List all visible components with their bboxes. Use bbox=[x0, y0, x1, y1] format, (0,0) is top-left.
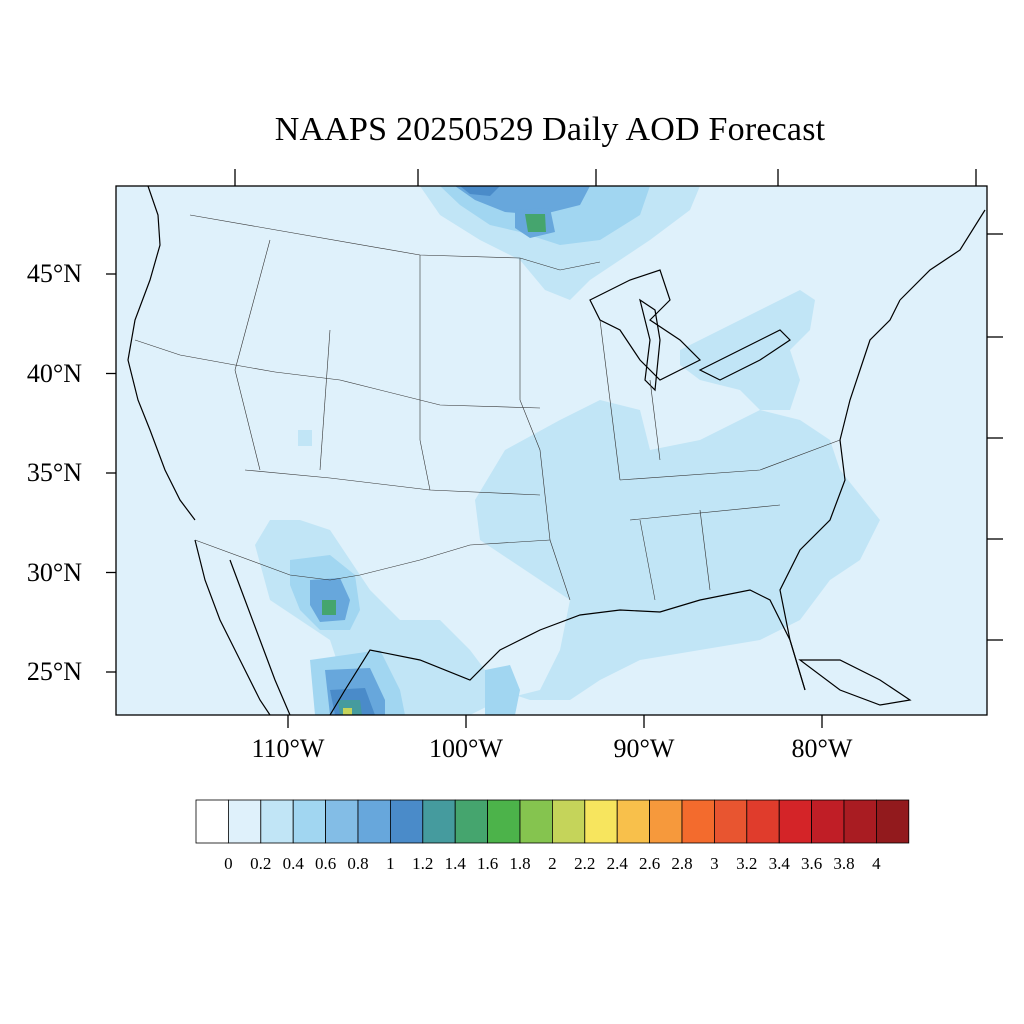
utah-spot bbox=[298, 430, 312, 446]
west-coast bbox=[127, 186, 196, 521]
colorbar-swatch bbox=[714, 799, 748, 844]
colorbar-swatch bbox=[292, 799, 327, 844]
colorbar-swatch bbox=[681, 799, 715, 844]
colorbar-swatch bbox=[876, 799, 910, 844]
east-coast bbox=[779, 299, 901, 691]
colorbar-label: 1.8 bbox=[509, 854, 531, 873]
colorbar-label: 0.6 bbox=[314, 854, 337, 873]
colorbar-swatch bbox=[487, 799, 521, 844]
colorbar-label: 0.2 bbox=[250, 854, 272, 873]
boundaries bbox=[127, 186, 986, 715]
colorbar-label: 0.4 bbox=[282, 854, 304, 873]
colorbar-label: 2 bbox=[548, 854, 557, 873]
baja-coast bbox=[194, 539, 271, 715]
minnesota-peak bbox=[525, 214, 546, 232]
lon-tick-label: 100°W bbox=[429, 734, 503, 763]
colorbar-swatch bbox=[746, 799, 780, 844]
colorbar-label: 3.6 bbox=[800, 854, 823, 873]
colorbar-label: 3.2 bbox=[736, 854, 758, 873]
colorbar bbox=[195, 799, 910, 844]
colorbar-swatch bbox=[616, 799, 651, 844]
colorbar-swatch bbox=[195, 799, 229, 844]
north-plume-peak bbox=[460, 186, 500, 196]
colorbar-swatch bbox=[811, 799, 845, 844]
lon-tick-label: 80°W bbox=[791, 734, 853, 763]
colorbar-swatch bbox=[778, 799, 813, 844]
lat-tick-label: 45°N bbox=[26, 259, 82, 288]
colorbar-swatch bbox=[422, 799, 456, 844]
colorbar-label: 2.4 bbox=[606, 854, 628, 873]
aod-field bbox=[255, 186, 880, 715]
central-haze bbox=[255, 400, 880, 715]
colorbar-label: 4 bbox=[872, 854, 881, 873]
arizona-peak bbox=[322, 600, 336, 615]
lat-tick-label: 30°N bbox=[26, 557, 82, 587]
great-lakes bbox=[589, 269, 702, 381]
colorbar-label: 0.8 bbox=[347, 854, 369, 873]
lat-tick-label: 35°N bbox=[26, 458, 82, 487]
cuba bbox=[798, 659, 912, 706]
colorbar-label: 0 bbox=[224, 854, 233, 873]
gulf-mexico-coast bbox=[329, 589, 806, 715]
mexico-max bbox=[343, 708, 352, 715]
lat-tick-label: 40°N bbox=[26, 358, 82, 388]
colorbar-swatch bbox=[843, 799, 877, 844]
colorbar-label: 3.8 bbox=[833, 854, 855, 873]
colorbar-swatch bbox=[260, 799, 294, 844]
map-frame bbox=[115, 185, 988, 716]
texas-coast-plume bbox=[485, 665, 520, 715]
colorbar-swatch bbox=[227, 799, 262, 844]
lake-erie bbox=[698, 329, 791, 381]
great-lakes-haze bbox=[680, 290, 815, 410]
colorbar-label: 3.4 bbox=[768, 854, 790, 873]
colorbar-swatch bbox=[552, 799, 586, 844]
colorbar-swatch bbox=[389, 799, 424, 844]
colorbar-label: 2.6 bbox=[638, 854, 661, 873]
colorbar-swatch bbox=[584, 799, 618, 844]
state-borders bbox=[134, 214, 841, 601]
lon-tick-label: 110°W bbox=[251, 734, 325, 763]
colorbar-label: 2.8 bbox=[671, 854, 693, 873]
colorbar-swatch bbox=[454, 799, 489, 844]
colorbar-swatch bbox=[649, 799, 683, 844]
lake-michigan bbox=[639, 298, 661, 392]
axis-ticks bbox=[106, 169, 1003, 728]
colorbar-label: 1.4 bbox=[444, 854, 466, 873]
chart-title: NAAPS 20250529 Daily AOD Forecast bbox=[274, 111, 826, 148]
colorbar-label: 1 bbox=[386, 854, 395, 873]
colorbar-swatch bbox=[357, 799, 391, 844]
lon-tick-label: 90°W bbox=[613, 734, 675, 763]
colorbar-label: 1.2 bbox=[412, 854, 434, 873]
colorbar-label: 1.6 bbox=[476, 854, 499, 873]
colorbar-swatch bbox=[519, 799, 553, 844]
colorbar-label: 2.2 bbox=[574, 854, 596, 873]
colorbar-swatch bbox=[325, 799, 359, 844]
lat-tick-label: 25°N bbox=[26, 657, 82, 686]
baja-inner bbox=[229, 559, 291, 715]
canada-east bbox=[899, 209, 986, 301]
colorbar-label: 3 bbox=[710, 854, 719, 873]
